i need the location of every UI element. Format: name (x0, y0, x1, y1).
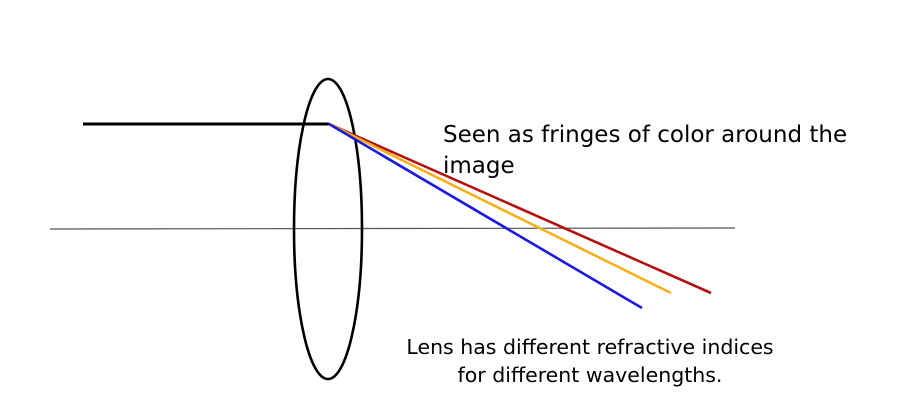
lens-annotation-line-1: Lens has different refractive indices (406, 335, 774, 359)
refracted-ray-orange (328, 122, 672, 295)
lens (292, 77, 364, 381)
fringes-annotation: Seen as fringes of color around the imag… (443, 120, 847, 182)
optical-axis (49, 227, 736, 230)
fringes-annotation-line-1: Seen as fringes of color around the (443, 122, 848, 148)
lens-annotation: Lens has different refractive indices fo… (360, 333, 820, 389)
refracted-ray-blue (328, 122, 643, 310)
refracted-ray-red (328, 122, 712, 295)
lens-annotation-line-2: for different wavelengths. (457, 363, 723, 387)
fringes-annotation-line-2: image (443, 153, 515, 179)
